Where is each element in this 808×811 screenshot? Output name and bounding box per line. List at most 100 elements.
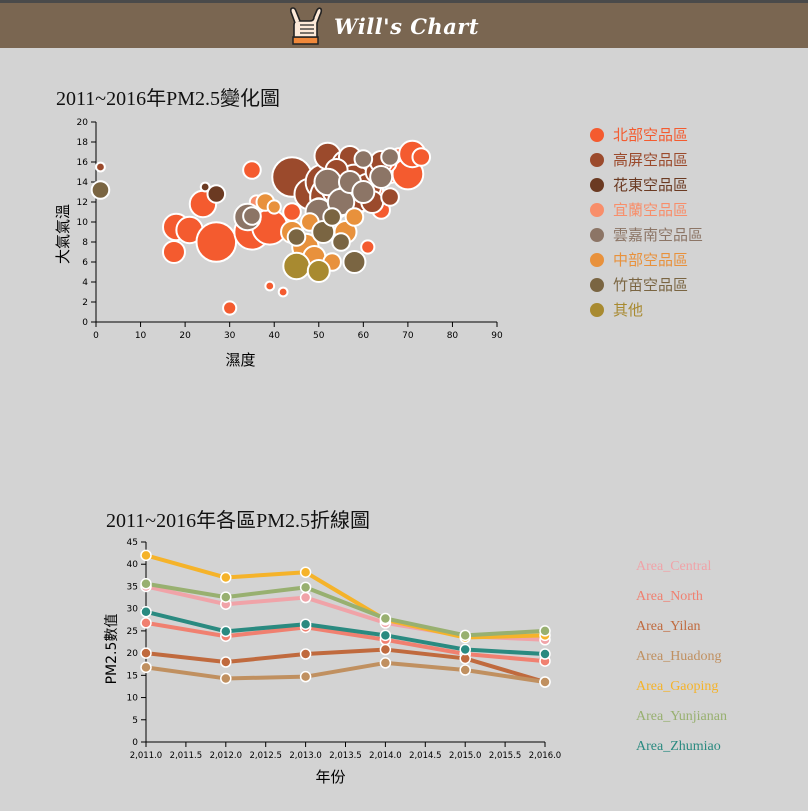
data-point xyxy=(459,643,471,656)
x-tick-label: 50 xyxy=(313,331,325,341)
bubble-point xyxy=(331,232,351,252)
x-tick-label: 0 xyxy=(93,331,99,341)
y-tick-label: 45 xyxy=(127,538,138,548)
data-point xyxy=(379,634,392,646)
legend-swatch xyxy=(590,152,604,167)
legend-label: 北部空品區 xyxy=(613,126,689,144)
x-tick-label: 40 xyxy=(268,331,280,341)
scatter-legend: 北部空品區 高屏空品區 花東空品區 宜蘭空品區 雲嘉南空品區 中部空品區 竹苗空品區 其他 xyxy=(590,122,703,322)
data-point xyxy=(140,661,152,674)
data-point xyxy=(379,657,392,669)
scatter-chart: 0 10 20 30 40 50 60 70 80 90 0 2 4 6 8 10 12 14 16 18 20 濕度 大氣… xyxy=(54,118,503,369)
legend-swatch xyxy=(590,252,604,267)
x-tick-label: 2,014.0 xyxy=(369,751,401,761)
data-point xyxy=(379,614,392,626)
legend-swatch xyxy=(590,227,604,242)
y-tick-label: 14 xyxy=(77,178,89,188)
data-point xyxy=(379,612,392,625)
bubble-point xyxy=(369,165,394,189)
data-point xyxy=(299,566,312,578)
hang-loose-hand-icon xyxy=(289,7,323,45)
legend-item: Area_Yilan xyxy=(636,619,701,634)
y-tick-label: 0 xyxy=(132,738,138,748)
bubble-point xyxy=(353,149,374,169)
bubble-point xyxy=(277,286,289,298)
data-point xyxy=(459,631,471,644)
data-point xyxy=(379,643,392,656)
x-tick-label: 2,013.0 xyxy=(289,751,321,761)
legend-swatch xyxy=(590,202,604,217)
data-point xyxy=(539,625,551,637)
bubble-point xyxy=(195,221,238,263)
x-tick-label: 2,015.0 xyxy=(449,751,481,761)
bubble-point xyxy=(380,187,400,207)
legend-item: Area_Zhumiao xyxy=(636,739,721,754)
y-tick-label: 6 xyxy=(82,258,88,268)
bubble-point xyxy=(351,180,376,204)
x-axis-label: 年份 xyxy=(315,768,345,786)
y-axis-label: PM2.5數值 xyxy=(104,614,120,685)
y-axis-label: 大氣氣溫 xyxy=(54,204,72,264)
legend-label: 高屏空品區 xyxy=(613,151,689,169)
legend-label: 中部空品區 xyxy=(613,251,689,269)
legend-item: Area_Gaoping xyxy=(636,679,719,694)
data-point xyxy=(140,580,152,593)
brand[interactable]: Will's Chart xyxy=(288,7,479,45)
bubble-point xyxy=(90,180,111,200)
y-tick-label: 40 xyxy=(127,560,139,570)
data-point xyxy=(539,648,551,660)
bubble-point xyxy=(222,300,238,316)
data-point xyxy=(140,617,152,629)
x-tick-label: 2,012.5 xyxy=(249,751,281,761)
legend-item: 其他 xyxy=(590,297,703,322)
legend-item: Area_Huadong xyxy=(636,649,722,664)
x-tick-label: 20 xyxy=(179,331,191,341)
x-tick-label: 2,013.5 xyxy=(329,751,361,761)
y-tick-label: 25 xyxy=(127,627,138,637)
data-point xyxy=(459,664,471,676)
y-tick-label: 18 xyxy=(77,138,89,148)
bubble-point xyxy=(161,240,186,264)
bubble-point xyxy=(344,207,365,227)
x-tick-label: 2,014.5 xyxy=(409,751,441,761)
y-tick-label: 2 xyxy=(82,298,88,308)
data-point xyxy=(220,591,232,603)
series-line xyxy=(145,609,546,656)
legend-item: 中部空品區 xyxy=(590,247,703,272)
top-bar: Will's Chart xyxy=(0,0,808,48)
y-tick-label: 20 xyxy=(77,118,89,128)
data-point xyxy=(299,648,312,660)
bubble-point xyxy=(342,250,367,274)
x-tick-label: 10 xyxy=(135,331,147,341)
data-point xyxy=(539,634,551,646)
data-point xyxy=(220,625,232,638)
data-point xyxy=(220,656,232,668)
y-tick-label: 16 xyxy=(77,158,89,168)
data-point xyxy=(299,621,312,634)
bubble-point xyxy=(411,147,432,167)
x-tick-label: 30 xyxy=(224,331,236,341)
data-point xyxy=(220,598,232,610)
bubble-point xyxy=(286,227,307,247)
data-point xyxy=(459,652,471,665)
data-point xyxy=(379,617,392,629)
x-tick-label: 60 xyxy=(358,331,370,341)
data-point xyxy=(220,630,232,642)
series-line xyxy=(145,581,546,638)
x-tick-label: 70 xyxy=(402,331,414,341)
legend-swatch xyxy=(590,277,604,292)
legend-label: 雲嘉南空品區 xyxy=(613,226,704,244)
data-point xyxy=(459,648,471,660)
legend-item: Area_Central xyxy=(636,559,712,574)
series-line xyxy=(145,553,546,640)
legend-item: Area_North xyxy=(636,589,703,604)
x-tick-label: 2,012.0 xyxy=(210,751,242,761)
bubble-point xyxy=(266,199,282,215)
data-point xyxy=(299,591,312,604)
x-tick-label: 2,011.5 xyxy=(170,751,202,761)
data-point xyxy=(299,581,312,594)
x-tick-label: 2,011.0 xyxy=(130,751,162,761)
legend-swatch xyxy=(590,302,604,317)
data-point xyxy=(220,672,232,685)
bubble-point xyxy=(282,251,311,281)
